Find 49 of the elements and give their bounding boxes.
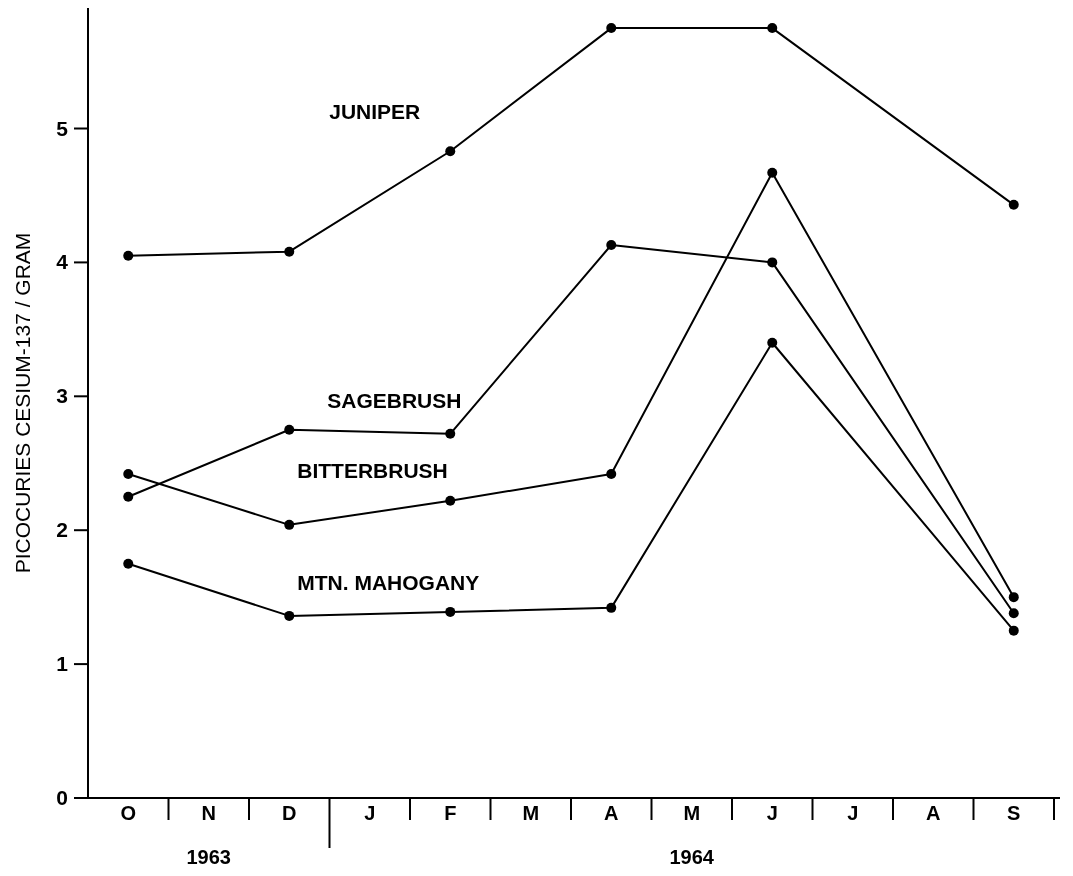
point <box>123 558 134 569</box>
point <box>767 23 778 34</box>
point <box>284 246 295 257</box>
y-tick-label: 5 <box>56 116 69 140</box>
series-label: BITTERBRUSH <box>297 458 448 482</box>
x-tick-label: D <box>282 802 297 824</box>
x-tick-label: S <box>1007 802 1021 824</box>
point <box>606 468 617 479</box>
point <box>445 495 456 506</box>
x-tick-label: A <box>926 802 941 824</box>
text: 1964 <box>669 846 715 868</box>
x-tick-label: M <box>683 802 701 824</box>
y-tick-label: 3 <box>56 384 68 408</box>
x-tick-label: M <box>522 802 540 824</box>
point <box>123 250 134 261</box>
point <box>1008 625 1019 636</box>
y-tick-label: 2 <box>56 518 68 542</box>
x-tick-label: J <box>364 802 376 824</box>
y-tick-label: 1 <box>56 652 69 676</box>
point <box>767 337 778 348</box>
y-axis-title: PICOCURIES CESIUM-137 / GRAM <box>11 232 34 574</box>
point <box>1008 592 1019 603</box>
point <box>123 468 134 479</box>
x-tick-label: F <box>444 802 457 824</box>
point <box>123 491 134 502</box>
y-tick-label: 4 <box>56 250 69 274</box>
x-tick-label: J <box>766 802 778 824</box>
point <box>767 167 778 178</box>
point <box>767 257 778 268</box>
point <box>606 602 617 613</box>
point <box>445 146 456 157</box>
point <box>1008 199 1019 210</box>
x-tick-label: O <box>120 802 137 824</box>
point <box>284 610 295 621</box>
series-label: MTN. MAHOGANY <box>297 570 480 594</box>
series-label: SAGEBRUSH <box>327 388 462 412</box>
text: 1963 <box>186 846 231 868</box>
x-tick-label: J <box>847 802 859 824</box>
x-tick-label: A <box>604 802 619 824</box>
point <box>445 428 456 439</box>
point <box>445 606 456 617</box>
x-tick-label: N <box>201 802 216 824</box>
point <box>284 424 295 435</box>
point <box>1008 608 1019 619</box>
series-label: JUNIPER <box>329 99 421 123</box>
point <box>606 23 617 34</box>
point <box>284 519 295 530</box>
y-tick-label: 0 <box>56 786 68 809</box>
point <box>606 240 617 250</box>
